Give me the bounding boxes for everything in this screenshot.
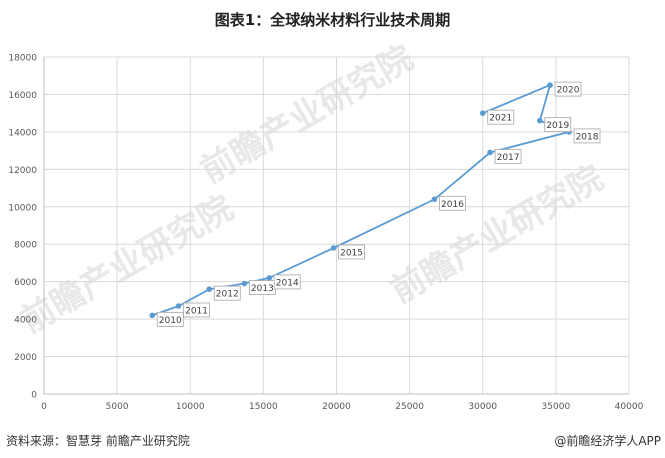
- data-label: 2013: [251, 284, 274, 294]
- data-label-box: [554, 81, 582, 97]
- data-label: 2018: [576, 132, 599, 142]
- brand-label: @前瞻经济学人APP: [554, 434, 661, 448]
- x-tick-label: 15000: [249, 402, 278, 412]
- axes: [43, 57, 629, 395]
- x-tick-label: 5000: [106, 402, 129, 412]
- data-label: 2020: [557, 86, 580, 96]
- y-tick-label: 10000: [8, 203, 37, 213]
- data-point: [175, 303, 182, 309]
- data-label-box: [439, 195, 466, 211]
- x-tick-label: 25000: [395, 402, 424, 412]
- x-tick-label: 20000: [322, 402, 351, 412]
- series-line: [151, 83, 572, 317]
- data-point: [547, 82, 553, 88]
- x-tick-label: 10000: [176, 402, 205, 412]
- data-point: [266, 275, 273, 281]
- data-label-box: [183, 302, 210, 318]
- data-label: 2015: [340, 248, 363, 258]
- chart-title: 图表1：全球纳米材料行业技术周期: [214, 11, 451, 29]
- data-label: 2016: [441, 200, 464, 210]
- series-line: [151, 83, 572, 317]
- data-label-box: [213, 285, 241, 301]
- data-point: [206, 286, 213, 292]
- y-tick-label: 8000: [14, 241, 37, 251]
- tick-labels: 0 2000 4000 6000 8000 10000 12000 14000 16000 180…: [8, 54, 643, 413]
- grid: [44, 56, 630, 394]
- y-tick-label: 4000: [14, 316, 37, 326]
- data-points: [149, 82, 572, 319]
- data-label: 2019: [546, 121, 569, 131]
- data-label: 2017: [497, 153, 520, 163]
- y-tick-label: 6000: [14, 278, 37, 288]
- data-label: 2014: [276, 278, 299, 288]
- data-label-box: [273, 274, 301, 290]
- data-point: [149, 312, 156, 319]
- data-label-box: [156, 311, 184, 327]
- x-tick-label: 35000: [542, 402, 571, 412]
- x-tick-label: 0: [41, 402, 47, 412]
- data-point: [330, 245, 337, 251]
- data-label: 2010: [159, 316, 182, 326]
- x-tick-label: 30000: [468, 402, 497, 412]
- data-label: 2012: [216, 290, 239, 300]
- x-tick-label: 40000: [615, 402, 644, 412]
- data-label-box: [487, 109, 515, 125]
- y-tick-label: 2000: [14, 353, 37, 363]
- y-tick-label: 12000: [8, 166, 37, 176]
- source-note: 资料来源：智慧芽 前瞻产业研究院: [6, 434, 190, 448]
- data-label: 2011: [185, 307, 208, 317]
- data-label-box: [494, 149, 522, 164]
- y-tick-label: 16000: [8, 91, 37, 101]
- data-point: [241, 280, 248, 287]
- data-label-box: [544, 117, 572, 133]
- data-point: [536, 117, 543, 124]
- data-point: [479, 110, 486, 116]
- data-point: [431, 196, 438, 203]
- data-label-box: [338, 244, 365, 260]
- data-label: 2021: [489, 114, 512, 124]
- data-label-box: [573, 128, 601, 144]
- y-tick-label: 0: [31, 391, 37, 401]
- data-point: [487, 149, 493, 156]
- y-tick-label: 18000: [8, 54, 37, 64]
- y-tick-label: 14000: [8, 128, 37, 138]
